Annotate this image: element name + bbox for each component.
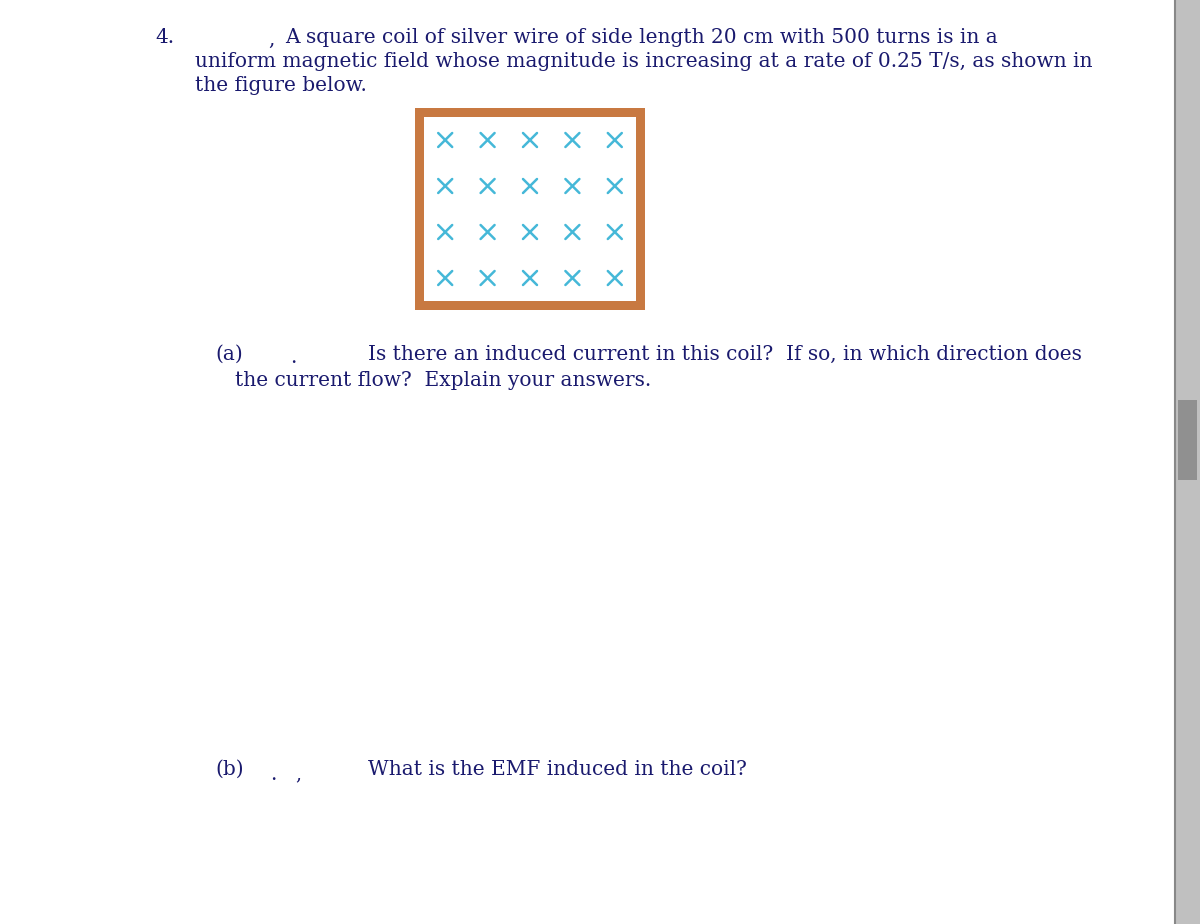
Bar: [1175, 0, 1200, 924]
Bar: [1178, 400, 1198, 480]
Text: A square coil of silver wire of side length 20 cm with 500 turns is in a: A square coil of silver wire of side len…: [286, 28, 997, 47]
Text: Is there an induced current in this coil?  If so, in which direction does: Is there an induced current in this coil…: [368, 345, 1082, 364]
Text: What is the EMF induced in the coil?: What is the EMF induced in the coil?: [368, 760, 746, 779]
Text: uniform magnetic field whose magnitude is increasing at a rate of 0.25 T/s, as s: uniform magnetic field whose magnitude i…: [194, 52, 1092, 71]
Text: the figure below.: the figure below.: [194, 76, 367, 95]
Text: ,: ,: [295, 765, 301, 783]
Text: (a): (a): [215, 345, 242, 364]
Bar: [424, 117, 636, 301]
Text: 4.: 4.: [155, 28, 174, 47]
Text: the current flow?  Explain your answers.: the current flow? Explain your answers.: [235, 371, 652, 390]
Text: .: .: [270, 765, 276, 784]
Text: .: .: [290, 348, 296, 367]
Text: ,: ,: [268, 30, 275, 49]
Text: (b): (b): [215, 760, 244, 779]
Bar: [415, 108, 646, 310]
